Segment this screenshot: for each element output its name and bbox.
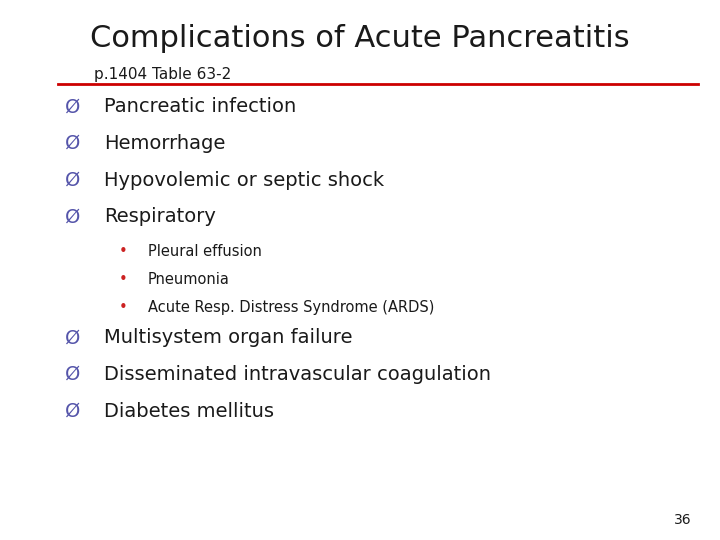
Text: Ø: Ø: [65, 97, 80, 116]
Text: Pancreatic infection: Pancreatic infection: [104, 97, 297, 116]
Text: Ø: Ø: [65, 328, 80, 347]
Text: Hemorrhage: Hemorrhage: [104, 134, 226, 153]
Text: Ø: Ø: [65, 402, 80, 421]
Text: Complications of Acute Pancreatitis: Complications of Acute Pancreatitis: [90, 24, 630, 53]
Text: Ø: Ø: [65, 207, 80, 226]
Text: Respiratory: Respiratory: [104, 207, 216, 226]
Text: Ø: Ø: [65, 171, 80, 190]
Text: 36: 36: [674, 512, 691, 526]
Text: Diabetes mellitus: Diabetes mellitus: [104, 402, 274, 421]
Text: •: •: [119, 300, 127, 315]
Text: •: •: [119, 272, 127, 287]
Text: Ø: Ø: [65, 365, 80, 384]
Text: p.1404 Table 63-2: p.1404 Table 63-2: [94, 68, 231, 83]
Text: Disseminated intravascular coagulation: Disseminated intravascular coagulation: [104, 365, 491, 384]
Text: Multisystem organ failure: Multisystem organ failure: [104, 328, 353, 347]
Text: Pneumonia: Pneumonia: [148, 272, 230, 287]
Text: Hypovolemic or septic shock: Hypovolemic or septic shock: [104, 171, 384, 190]
Text: Ø: Ø: [65, 134, 80, 153]
Text: •: •: [119, 244, 127, 259]
Text: Pleural effusion: Pleural effusion: [148, 244, 261, 259]
Text: Acute Resp. Distress Syndrome (ARDS): Acute Resp. Distress Syndrome (ARDS): [148, 300, 434, 315]
